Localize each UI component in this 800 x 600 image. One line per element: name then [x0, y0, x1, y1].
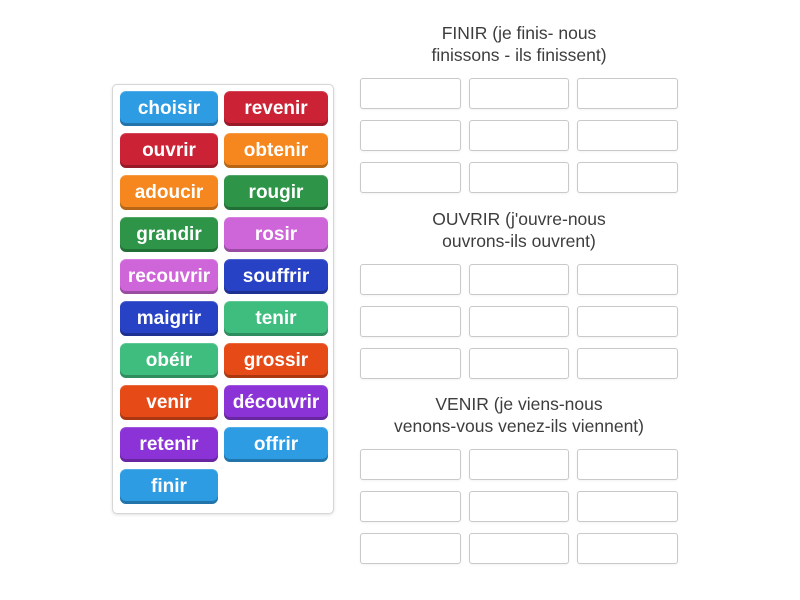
- answer-slot[interactable]: [360, 533, 461, 564]
- answer-slot[interactable]: [577, 449, 678, 480]
- answer-slot[interactable]: [577, 533, 678, 564]
- category-header-ouvrir: OUVRIR (j'ouvre-nous ouvrons-ils ouvrent…: [360, 208, 678, 252]
- answer-slot[interactable]: [577, 78, 678, 109]
- answer-slot[interactable]: [468, 449, 570, 480]
- slot-grid-ouvrir: [360, 264, 678, 379]
- category-header-line: ouvrons-ils ouvrent): [442, 231, 596, 251]
- word-tile[interactable]: retenir: [120, 427, 218, 462]
- word-tile[interactable]: maigrir: [120, 301, 218, 336]
- word-tile[interactable]: tenir: [224, 301, 328, 336]
- category-venir: VENIR (je viens-nous venons-vous venez-i…: [360, 393, 678, 564]
- category-header-line: OUVRIR (j'ouvre-nous: [432, 209, 606, 229]
- category-header-line: finissons - ils finissent): [431, 45, 607, 65]
- category-header-venir: VENIR (je viens-nous venons-vous venez-i…: [360, 393, 678, 437]
- answer-slot[interactable]: [360, 264, 461, 295]
- category-finir: FINIR (je finis- nous finissons - ils fi…: [360, 22, 678, 193]
- word-tile[interactable]: adoucir: [120, 175, 218, 210]
- word-tile[interactable]: rosir: [224, 217, 328, 252]
- word-tile[interactable]: obéir: [120, 343, 218, 378]
- word-tile[interactable]: ouvrir: [120, 133, 218, 168]
- answer-slot[interactable]: [468, 306, 570, 337]
- answer-slot[interactable]: [468, 162, 570, 193]
- answer-slot[interactable]: [577, 491, 678, 522]
- answer-slot[interactable]: [360, 348, 461, 379]
- word-bank: choisir revenir ouvrir obtenir adoucir r…: [112, 84, 334, 514]
- word-tile[interactable]: souffrir: [224, 259, 328, 294]
- word-tile[interactable]: finir: [120, 469, 218, 504]
- word-tile[interactable]: offrir: [224, 427, 328, 462]
- answer-slot[interactable]: [360, 162, 461, 193]
- word-tile[interactable]: grossir: [224, 343, 328, 378]
- answer-slot[interactable]: [360, 120, 461, 151]
- answer-slot[interactable]: [468, 264, 570, 295]
- answer-slot[interactable]: [360, 491, 461, 522]
- category-ouvrir: OUVRIR (j'ouvre-nous ouvrons-ils ouvrent…: [360, 208, 678, 379]
- answer-slot[interactable]: [468, 491, 570, 522]
- answer-slot[interactable]: [577, 162, 678, 193]
- answer-slot[interactable]: [577, 348, 678, 379]
- answer-slot[interactable]: [360, 78, 461, 109]
- word-tile[interactable]: revenir: [224, 91, 328, 126]
- word-tile[interactable]: découvrir: [224, 385, 328, 420]
- answer-slot[interactable]: [468, 78, 570, 109]
- slot-grid-venir: [360, 449, 678, 564]
- category-header-line: VENIR (je viens-nous: [435, 394, 603, 414]
- answer-slot[interactable]: [577, 264, 678, 295]
- word-tile[interactable]: recouvrir: [120, 259, 218, 294]
- answer-slot[interactable]: [468, 533, 570, 564]
- slot-grid-finir: [360, 78, 678, 193]
- word-tile[interactable]: choisir: [120, 91, 218, 126]
- category-header-finir: FINIR (je finis- nous finissons - ils fi…: [360, 22, 678, 66]
- word-tile[interactable]: obtenir: [224, 133, 328, 168]
- answer-slot[interactable]: [360, 449, 461, 480]
- word-tile[interactable]: grandir: [120, 217, 218, 252]
- category-header-line: venons-vous venez-ils viennent): [394, 416, 644, 436]
- answer-slot[interactable]: [468, 120, 570, 151]
- category-header-line: FINIR (je finis- nous: [441, 23, 597, 43]
- answer-slot[interactable]: [468, 348, 570, 379]
- answer-slot[interactable]: [577, 120, 678, 151]
- answer-slot[interactable]: [577, 306, 678, 337]
- answer-slot[interactable]: [360, 306, 461, 337]
- word-tile[interactable]: rougir: [224, 175, 328, 210]
- word-tile[interactable]: venir: [120, 385, 218, 420]
